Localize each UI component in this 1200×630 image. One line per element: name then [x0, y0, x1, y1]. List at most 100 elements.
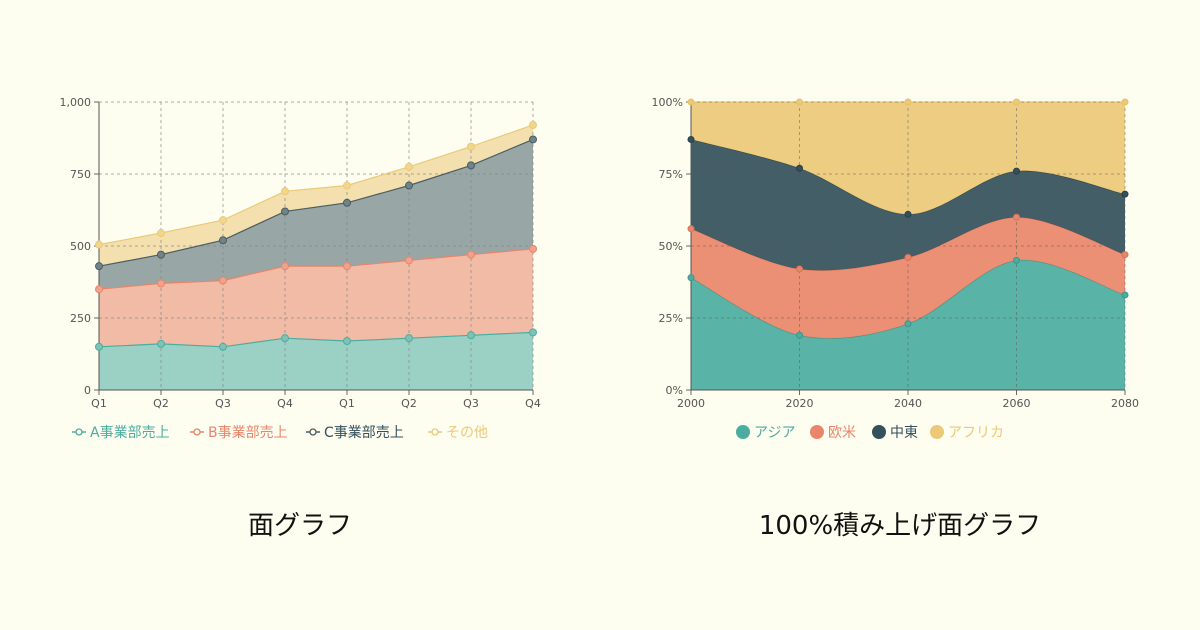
series-c-point	[1121, 190, 1129, 198]
y-tick-label: 500	[70, 240, 91, 253]
series-b-point	[1013, 213, 1020, 221]
series-a-point	[796, 331, 803, 339]
series-a-point	[904, 320, 912, 328]
series-a-point	[467, 331, 475, 340]
series-b-point	[281, 262, 289, 271]
series-a-point	[529, 328, 537, 337]
series-c-legend-label: 中東	[890, 425, 918, 441]
series-c-legend-marker	[872, 425, 886, 439]
y-tick-label: 100%	[652, 96, 683, 109]
series-a-legend-label: A事業部売上	[90, 425, 170, 441]
series-c-legend-label: C事業部売上	[324, 425, 404, 441]
x-tick-label: Q2	[401, 397, 417, 410]
series-d-line	[98, 124, 534, 246]
series-c-area	[99, 139, 533, 290]
series-d-point	[1121, 98, 1129, 106]
series-a-line	[98, 331, 534, 348]
percent-stacked-area-chart-panel: 0% 25% 50% 75% 100% 2000 2020 2040 2060 2080 アジア 欧米…	[600, 0, 1200, 630]
x-tick-label: 2040	[894, 397, 922, 410]
x-tick-label: Q3	[215, 397, 231, 410]
series-c-point	[796, 164, 803, 172]
series-b-point	[1121, 251, 1129, 259]
series-b-point	[95, 285, 103, 294]
x-tick-label: Q1	[339, 397, 355, 410]
x-tick-label: Q3	[463, 397, 479, 410]
x-tick-label: 2020	[786, 397, 814, 410]
series-b-point	[796, 265, 803, 273]
series-a-point	[281, 334, 289, 343]
x-tick-label: 2000	[677, 397, 705, 410]
series-a-point	[1121, 291, 1129, 299]
series-d-point	[343, 181, 351, 190]
series-d-point	[157, 229, 165, 238]
series-d-point	[405, 162, 413, 171]
series-c-point	[904, 210, 912, 218]
y-tick-label: 250	[70, 312, 91, 325]
series-d-area	[691, 102, 1125, 215]
series-d-point	[529, 121, 537, 130]
series-d-point	[904, 98, 912, 106]
series-b-point	[405, 256, 413, 265]
series-d-point	[467, 142, 475, 151]
series-b-area	[99, 248, 533, 347]
series-c-point	[1013, 167, 1020, 175]
y-tick-label: 0	[84, 384, 91, 397]
series-d-legend-marker	[431, 428, 439, 436]
series-c-line	[98, 138, 534, 267]
series-a-point	[157, 339, 165, 348]
series-d-point	[281, 187, 289, 196]
series-c-point	[687, 135, 695, 143]
x-tick-label: Q2	[153, 397, 169, 410]
series-a-point	[219, 342, 227, 351]
series-b-legend-label: B事業部売上	[208, 425, 288, 441]
series-d-legend-label: その他	[446, 425, 488, 441]
stacked-area-chart-panel: 0 250 500 750 1,000 Q1 Q2 Q3 Q4 Q1 Q2 Q3 Q4 A事業部売上 B事業…	[60, 96, 541, 541]
series-d-legend-marker	[930, 425, 944, 439]
series-c-legend-marker	[309, 428, 317, 436]
y-tick-label: 50%	[659, 240, 683, 253]
series-b-legend-marker	[810, 425, 824, 439]
series-c-point	[281, 207, 289, 216]
y-tick-label: 0%	[666, 384, 683, 397]
series-c-point	[343, 198, 351, 207]
right-chart-caption: 100%積み上げ面グラフ	[758, 511, 1042, 541]
series-b-point	[343, 262, 351, 271]
left-chart-caption: 面グラフ	[247, 511, 352, 541]
y-tick-label: 25%	[659, 312, 683, 325]
series-a-point	[343, 337, 351, 346]
series-d-point	[1013, 98, 1020, 106]
series-a-legend-label: アジア	[754, 425, 795, 441]
stacked-area-chart: 0 250 500 750 1,000 Q1 Q2 Q3 Q4 Q1 Q2 Q3 Q4 A事業部売上 B事業…	[60, 96, 541, 441]
x-tick-label: Q4	[525, 397, 541, 410]
series-d-point	[95, 240, 103, 249]
series-d-area	[99, 125, 533, 267]
series-a-point	[1013, 256, 1020, 264]
series-b-point	[687, 225, 695, 233]
x-tick-label: Q4	[277, 397, 293, 410]
x-tick-label: 2060	[1003, 397, 1031, 410]
series-c-point	[157, 250, 165, 259]
series-b-area	[691, 217, 1125, 339]
x-tick-label: 2080	[1111, 397, 1139, 410]
series-b-point	[904, 254, 912, 262]
percent-stacked-area-chart: 0% 25% 50% 75% 100% 2000 2020 2040 2060 2080 アジア 欧米…	[652, 96, 1139, 441]
series-c-point	[529, 135, 537, 144]
series-a-area	[99, 332, 533, 390]
series-d-point	[796, 98, 803, 106]
series-b-line	[98, 248, 534, 290]
series-a-legend-marker	[75, 428, 83, 436]
series-d-point	[687, 98, 695, 106]
series-b-legend-label: 欧米	[828, 425, 856, 441]
series-d-legend-label: アフリカ	[948, 425, 1004, 441]
series-c-point	[219, 236, 227, 245]
series-a-point	[405, 334, 413, 343]
series-c-point	[95, 262, 103, 271]
series-b-point	[219, 276, 227, 285]
series-a-point	[687, 274, 695, 282]
series-b-point	[157, 279, 165, 288]
series-b-point	[529, 244, 537, 253]
series-b-legend-marker	[193, 428, 201, 436]
y-tick-label: 75%	[659, 168, 683, 181]
y-tick-label: 750	[70, 168, 91, 181]
series-c-point	[405, 181, 413, 190]
